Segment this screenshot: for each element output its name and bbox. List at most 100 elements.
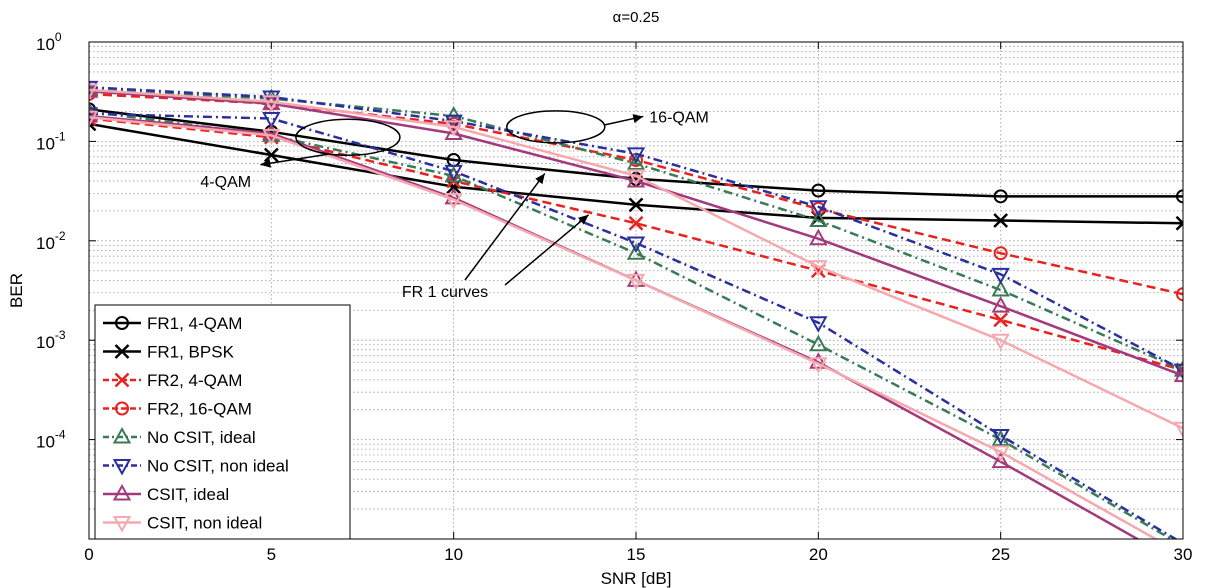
- data-marker: [115, 401, 129, 416]
- data-marker: [626, 147, 646, 164]
- legend-label: FR2, 4-QAM: [147, 371, 242, 390]
- data-marker: [809, 200, 828, 217]
- data-marker: [262, 90, 281, 108]
- x-tick-label: 5: [267, 545, 276, 564]
- series-line: [89, 88, 1183, 430]
- y-tick-label: 10-4: [36, 428, 66, 452]
- data-marker: [993, 246, 1008, 261]
- x-tick-label: 0: [84, 545, 93, 564]
- data-marker: [993, 312, 1009, 328]
- data-marker: [89, 83, 99, 100]
- x-tick-label: 30: [1174, 545, 1193, 564]
- y-axis-label: BER: [7, 273, 26, 308]
- legend-entry: FR2, 16-QAM: [103, 400, 252, 419]
- legend-entry: FR1, 4-QAM: [103, 314, 242, 333]
- series-line: [89, 89, 1183, 377]
- y-tick-label: 10-1: [36, 129, 66, 153]
- annotations: 16-QAM 4-QAM FR 1 curves: [200, 109, 708, 301]
- legend-entry: FR2, 4-QAM: [103, 371, 242, 390]
- legend: FR1, 4-QAM FR1, BPSK FR2, 4-QAM FR2, 16-QAM…: [94, 304, 351, 540]
- x-axis-ticks: 0 5 10 15 20 25 30: [84, 42, 1192, 564]
- data-marker: [626, 243, 646, 260]
- series-10: [89, 83, 1183, 439]
- data-marker: [809, 228, 828, 246]
- y-tick-label: 10-3: [36, 328, 66, 352]
- data-marker: [628, 215, 644, 231]
- data-marker: [112, 516, 132, 533]
- annotation-fr1-label: FR 1 curves: [402, 284, 488, 301]
- data-marker: [991, 445, 1010, 463]
- data-marker: [446, 179, 462, 195]
- annotation-4qam-label: 4-QAM: [200, 174, 251, 191]
- data-marker: [444, 123, 463, 141]
- data-marker: [444, 187, 463, 205]
- data-marker: [991, 428, 1010, 446]
- data-marker: [1173, 365, 1183, 383]
- data-marker: [626, 153, 646, 170]
- data-marker: [115, 316, 129, 330]
- data-marker: [444, 164, 463, 182]
- legend-entry: CSIT, ideal: [103, 483, 229, 504]
- x-axis-label: SNR [dB]: [601, 569, 672, 588]
- data-marker: [1175, 215, 1183, 231]
- data-marker: [991, 451, 1010, 469]
- legend-label: FR2, 16-QAM: [147, 400, 252, 419]
- data-marker: [993, 213, 1009, 228]
- data-marker: [628, 197, 644, 213]
- x-tick-label: 15: [627, 545, 646, 564]
- data-marker: [112, 459, 132, 476]
- data-marker: [811, 183, 826, 198]
- series-6: [89, 80, 1183, 381]
- data-marker: [114, 344, 130, 359]
- y-tick-label: 100: [36, 30, 62, 54]
- data-marker: [262, 111, 281, 129]
- series-line: [89, 86, 1183, 372]
- legend-entry: CSIT, non ideal: [103, 514, 262, 533]
- data-marker: [626, 169, 646, 186]
- data-marker: [263, 147, 279, 163]
- annotation-16qam-label: 16-QAM: [649, 109, 709, 126]
- data-marker: [262, 128, 281, 146]
- data-marker: [444, 120, 463, 137]
- data-marker: [626, 273, 646, 291]
- legend-entry: No CSIT, non ideal: [103, 457, 289, 476]
- data-marker: [114, 372, 130, 388]
- data-marker: [262, 95, 281, 112]
- annotation-arrow: [260, 153, 329, 168]
- annotation-arrow: [504, 214, 590, 286]
- legend-entry: FR1, BPSK: [103, 343, 235, 362]
- data-marker: [993, 189, 1008, 204]
- data-marker: [1176, 287, 1183, 302]
- data-marker: [1173, 363, 1183, 381]
- data-marker: [626, 236, 646, 254]
- series-1: [89, 116, 1183, 231]
- data-marker: [991, 333, 1010, 351]
- data-marker: [809, 316, 828, 333]
- annotation-ellipse-16qam: [506, 110, 606, 144]
- data-marker: [809, 357, 828, 374]
- data-marker: [991, 279, 1010, 297]
- legend-box: [94, 304, 351, 540]
- data-marker: [112, 426, 132, 444]
- x-tick-label: 10: [444, 545, 463, 564]
- annotation-arrow: [464, 173, 546, 281]
- series-11: [89, 110, 1159, 539]
- annotation-ellipse-4qam: [295, 118, 401, 157]
- series-line: [89, 108, 1183, 198]
- data-marker: [1176, 189, 1183, 204]
- x-tick-label: 20: [809, 545, 828, 564]
- data-marker: [112, 483, 132, 501]
- data-marker: [809, 260, 828, 277]
- data-marker: [262, 123, 281, 141]
- legend-label: CSIT, ideal: [147, 485, 229, 504]
- legend-entry: No CSIT, ideal: [103, 426, 256, 447]
- legend-label: No CSIT, non ideal: [147, 457, 289, 476]
- data-marker: [991, 296, 1010, 313]
- data-marker: [444, 193, 463, 210]
- data-marker: [1173, 360, 1183, 377]
- annotation-arrow: [604, 114, 644, 126]
- legend-label: No CSIT, ideal: [147, 428, 256, 447]
- data-marker: [89, 105, 99, 123]
- series-line: [89, 115, 1159, 539]
